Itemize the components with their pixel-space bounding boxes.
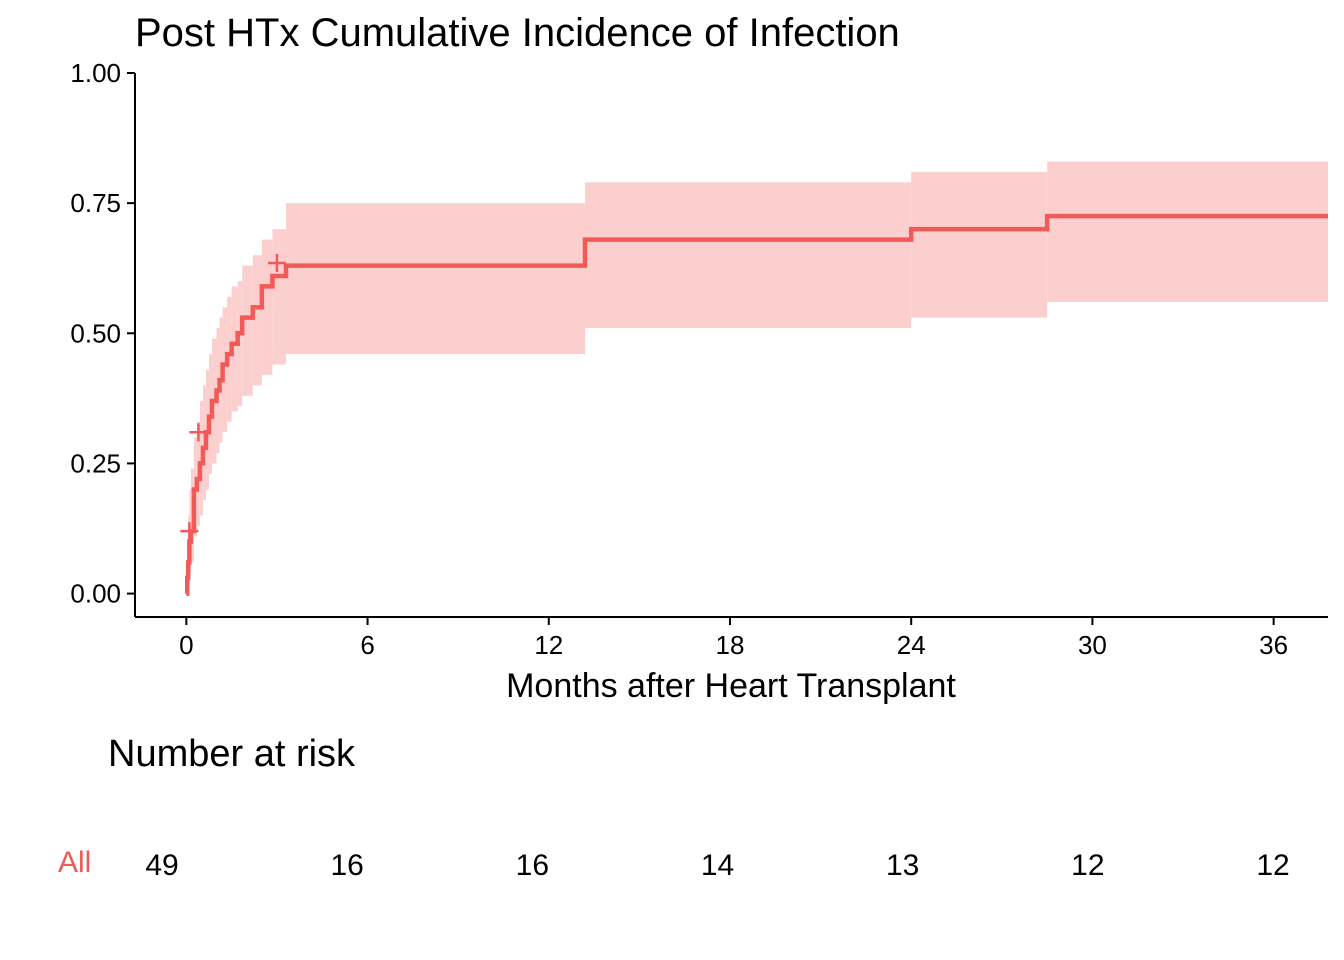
confidence-band-segment	[222, 307, 228, 433]
confidence-band-segment	[272, 229, 287, 365]
chart-title: Post HTx Cumulative Incidence of Infecti…	[135, 11, 900, 55]
risk-table-value: 16	[516, 849, 549, 882]
risk-table-value: 16	[330, 849, 363, 882]
x-tick-label: 18	[716, 630, 745, 660]
risk-table-value: 49	[145, 849, 178, 882]
x-tick-label: 24	[897, 630, 926, 660]
y-tick-label: 0.25	[70, 448, 121, 478]
risk-table-value: 12	[1071, 849, 1104, 882]
y-tick-label: 0.75	[70, 188, 121, 218]
risk-table-strata-label: All	[58, 846, 91, 879]
censor-mark	[267, 254, 286, 273]
confidence-band-segment	[911, 171, 1048, 318]
confidence-band-segment	[585, 182, 912, 329]
y-tick-label: 1.00	[70, 58, 121, 88]
confidence-band-segment	[227, 296, 232, 422]
x-tick-label: 6	[360, 630, 374, 660]
plot-area	[180, 161, 1328, 596]
censor-mark	[180, 522, 199, 541]
risk-table-values: 49 16 16 14 13 12 12	[145, 849, 1289, 882]
x-tick-label: 30	[1078, 630, 1107, 660]
y-tick-label: 0.50	[70, 318, 121, 348]
confidence-band-segment	[242, 265, 253, 396]
confidence-band-segment	[261, 239, 273, 375]
confidence-band-segment	[237, 281, 243, 407]
x-axis: 0 6 12 18 24 30 36	[135, 616, 1328, 660]
confidence-band-layer	[187, 161, 1328, 591]
confidence-band-segment	[231, 286, 238, 412]
y-tick-label: 0.00	[70, 579, 121, 609]
x-tick-label: 36	[1259, 630, 1288, 660]
censor-marks-layer	[180, 254, 286, 541]
confidence-band-segment	[286, 203, 586, 355]
censor-mark	[189, 423, 208, 442]
risk-table-value: 13	[886, 849, 919, 882]
confidence-band-segment	[1047, 161, 1328, 303]
x-tick-label: 0	[179, 630, 193, 660]
y-axis: 0.00 0.25 0.50 0.75 1.00	[70, 58, 136, 617]
risk-table-value: 12	[1256, 849, 1289, 882]
risk-table-title: Number at risk	[108, 733, 356, 775]
confidence-band-segment	[252, 255, 262, 386]
x-tick-label: 12	[534, 630, 563, 660]
x-axis-label: Months after Heart Transplant	[506, 667, 956, 705]
risk-table-value: 14	[701, 849, 734, 882]
